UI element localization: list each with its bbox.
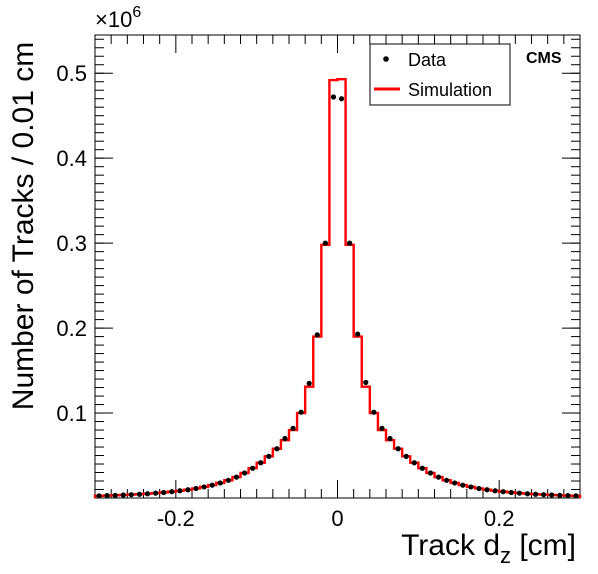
- data-point: [573, 493, 579, 499]
- data-point: [444, 477, 450, 483]
- legend-box: [369, 43, 511, 106]
- x-axis-label: Track dz [cm]: [401, 529, 576, 568]
- data-point: [524, 491, 531, 497]
- data-point: [201, 484, 207, 490]
- y-axis-ticks: 0.1 0.2 0.3 0.4 0.5: [56, 38, 580, 491]
- simulation-histogram: [93, 77, 582, 498]
- data-point: [120, 492, 126, 498]
- legend-data-label: Data: [408, 50, 447, 70]
- legend-simulation-label: Simulation: [408, 80, 492, 100]
- data-point: [452, 480, 458, 486]
- data-point: [241, 470, 248, 476]
- data-point: [136, 491, 143, 497]
- x-axis-ticks: -0.2 0 0.2: [94, 35, 581, 531]
- data-point: [161, 489, 167, 496]
- data-point: [322, 240, 328, 246]
- data-series: [96, 94, 579, 499]
- data-point: [355, 331, 361, 337]
- data-point: [363, 379, 369, 386]
- data-point: [144, 491, 151, 497]
- data-point: [338, 96, 345, 102]
- data-point: [209, 482, 215, 488]
- data-point: [460, 482, 466, 488]
- data-point: [395, 446, 401, 452]
- data-point: [153, 490, 159, 496]
- data-point: [500, 489, 506, 495]
- x-tick-label: 0: [331, 506, 343, 531]
- data-point: [508, 489, 514, 496]
- data-point: [128, 492, 134, 498]
- data-point: [306, 380, 312, 386]
- data-point: [217, 480, 223, 486]
- data-point: [549, 492, 555, 498]
- data-point: [468, 484, 474, 490]
- data-point: [557, 492, 563, 498]
- data-point: [290, 425, 296, 431]
- data-point: [282, 435, 288, 442]
- data-point: [492, 488, 498, 494]
- data-point: [112, 492, 118, 498]
- data-point: [274, 446, 280, 452]
- data-point: [266, 453, 272, 459]
- data-point: [541, 492, 547, 498]
- x-tick-label: 0.2: [484, 506, 515, 531]
- data-point: [104, 493, 110, 499]
- data-point: [476, 485, 482, 492]
- cms-label: CMS: [526, 50, 562, 67]
- x-tick-label: -0.2: [157, 506, 195, 531]
- data-point: [484, 487, 490, 493]
- data-point: [411, 460, 417, 466]
- data-point: [516, 490, 522, 496]
- data-point: [435, 474, 442, 480]
- data-point: [387, 435, 393, 442]
- data-point: [403, 453, 409, 459]
- legend: Data Simulation: [369, 43, 511, 106]
- data-point: [96, 493, 102, 499]
- data-point: [193, 485, 199, 492]
- data-point: [347, 240, 353, 246]
- data-point: [185, 487, 191, 493]
- data-point: [371, 409, 377, 415]
- data-point: [419, 465, 425, 471]
- data-point: [258, 460, 264, 466]
- y-multiplier: ×106: [95, 4, 141, 32]
- y-tick-label: 0.3: [56, 231, 87, 256]
- data-point: [565, 493, 571, 499]
- y-axis-label: Number of Tracks / 0.01 cm: [7, 42, 40, 410]
- data-point: [233, 474, 240, 480]
- data-point: [169, 489, 175, 495]
- y-tick-label: 0.1: [56, 401, 87, 426]
- legend-data-marker: [383, 56, 389, 62]
- data-point: [330, 94, 337, 100]
- simulation-series: [93, 77, 582, 498]
- y-tick-label: 0.2: [56, 316, 87, 341]
- data-point: [427, 470, 434, 476]
- y-tick-label: 0.4: [56, 146, 87, 171]
- data-point: [532, 491, 539, 497]
- data-point: [225, 477, 231, 483]
- data-point: [298, 409, 304, 415]
- data-point: [250, 465, 256, 471]
- data-point: [314, 332, 320, 338]
- y-tick-label: 0.5: [56, 61, 87, 86]
- data-point: [177, 488, 183, 494]
- data-point: [379, 425, 385, 431]
